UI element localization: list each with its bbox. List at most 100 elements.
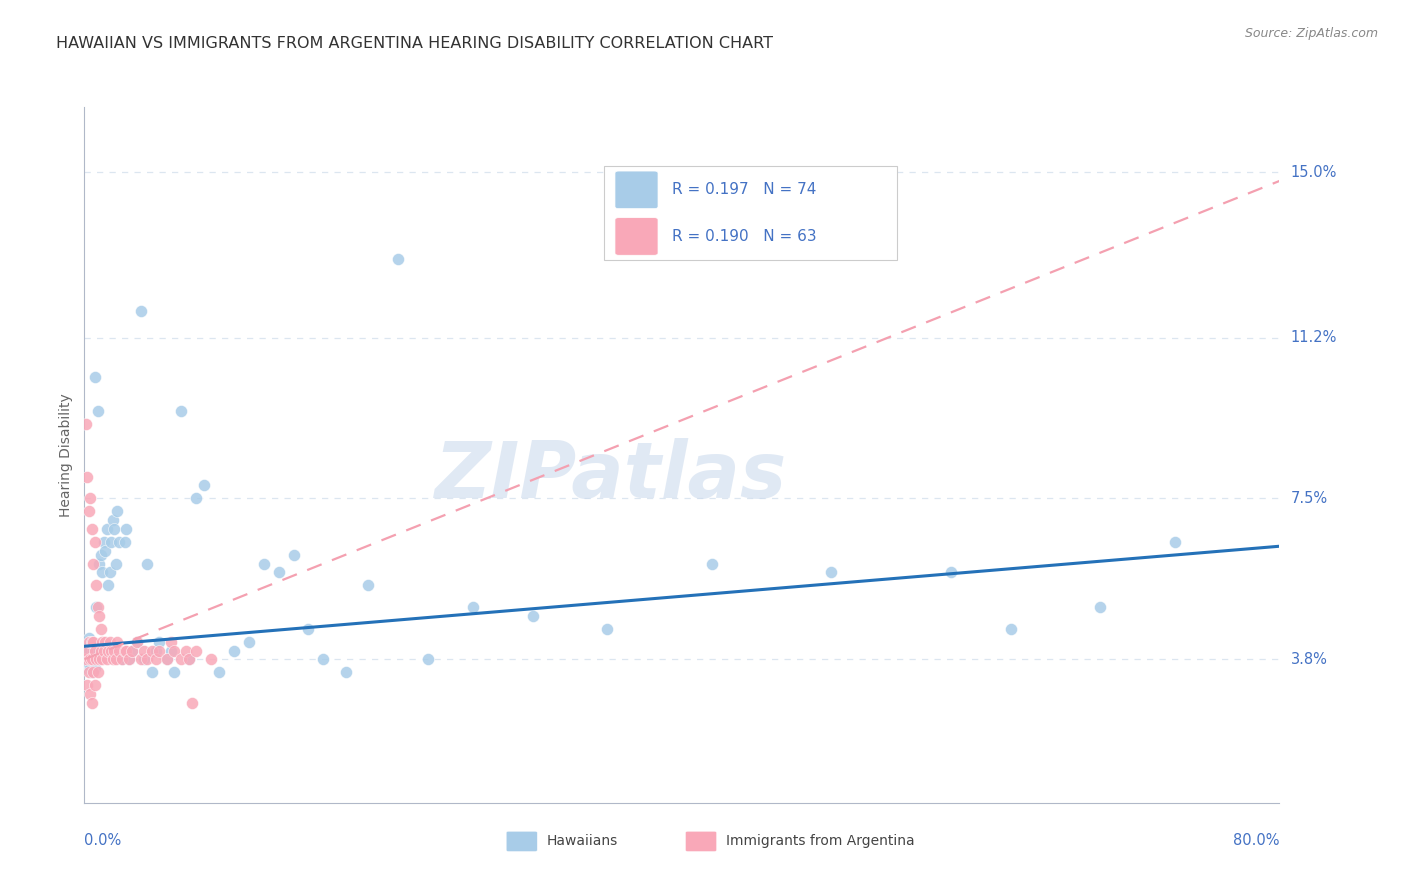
Text: 7.5%: 7.5% (1291, 491, 1327, 506)
Point (283, 548, 305, 562)
Text: 0.0%: 0.0% (84, 833, 121, 848)
Point (96, 522, 118, 536)
Point (114, 534, 136, 549)
Point (91, 566, 114, 580)
Point (177, 652, 200, 666)
Point (174, 643, 197, 657)
Text: Source: ZipAtlas.com: Source: ZipAtlas.com (1244, 27, 1378, 40)
Point (163, 665, 186, 680)
Point (77, 643, 100, 657)
FancyBboxPatch shape (506, 831, 537, 852)
Point (82, 557, 104, 571)
Point (93, 643, 115, 657)
Point (121, 643, 143, 657)
Point (76, 469, 98, 483)
Point (91, 635, 114, 649)
Point (82, 665, 104, 680)
Point (100, 534, 122, 549)
Point (83, 369, 105, 384)
Point (80, 635, 103, 649)
Point (267, 566, 290, 580)
Point (83, 678, 105, 692)
Point (83, 643, 105, 657)
Point (75, 417, 97, 432)
Point (141, 665, 163, 680)
Point (93, 534, 115, 549)
Point (76, 639, 98, 653)
Point (96, 652, 118, 666)
Point (87, 600, 110, 615)
Point (160, 635, 183, 649)
Point (75, 652, 97, 666)
Text: 3.8%: 3.8% (1291, 652, 1327, 667)
Point (129, 304, 152, 318)
Point (77, 504, 100, 518)
Point (75, 643, 97, 657)
Point (145, 643, 167, 657)
Point (136, 652, 159, 666)
Point (82, 643, 104, 657)
Point (115, 643, 138, 657)
Point (101, 652, 124, 666)
Point (121, 643, 143, 657)
Point (89, 608, 111, 623)
Point (77, 657, 100, 671)
Point (79, 652, 101, 666)
Point (98, 635, 121, 649)
Text: Hawaiians: Hawaiians (547, 834, 619, 848)
Point (177, 652, 200, 666)
Point (94, 635, 117, 649)
Point (222, 643, 245, 657)
Point (387, 252, 409, 267)
Point (148, 635, 170, 649)
Point (238, 635, 260, 649)
Text: HAWAIIAN VS IMMIGRANTS FROM ARGENTINA HEARING DISABILITY CORRELATION CHART: HAWAIIAN VS IMMIGRANTS FROM ARGENTINA HE… (56, 36, 773, 51)
Point (155, 652, 177, 666)
Point (76, 643, 98, 657)
Point (83, 534, 105, 549)
Point (79, 661, 101, 675)
Point (1164, 534, 1187, 549)
Point (111, 652, 134, 666)
Point (253, 557, 276, 571)
Point (170, 652, 193, 666)
Point (163, 643, 186, 657)
Point (79, 652, 101, 666)
Point (89, 557, 111, 571)
Point (97, 643, 120, 657)
FancyBboxPatch shape (614, 171, 658, 209)
Point (125, 635, 148, 649)
Point (107, 643, 129, 657)
Point (77, 635, 100, 649)
Point (155, 652, 177, 666)
Point (82, 635, 104, 649)
Point (77, 665, 100, 680)
Point (80, 652, 103, 666)
Point (103, 643, 125, 657)
Point (939, 566, 962, 580)
Point (86, 578, 108, 592)
Text: R = 0.190   N = 63: R = 0.190 N = 63 (672, 229, 817, 244)
Point (80, 639, 103, 653)
Point (125, 635, 148, 649)
Point (160, 643, 183, 657)
Point (114, 643, 136, 657)
Point (111, 652, 134, 666)
Point (335, 665, 357, 680)
Text: R = 0.197   N = 74: R = 0.197 N = 74 (672, 182, 817, 197)
Point (145, 652, 167, 666)
Point (416, 652, 439, 666)
FancyBboxPatch shape (614, 218, 658, 255)
Point (90, 643, 112, 657)
Point (80, 652, 103, 666)
Point (80, 522, 103, 536)
Point (79, 687, 101, 701)
Text: ZIPatlas: ZIPatlas (434, 438, 786, 514)
Text: 11.2%: 11.2% (1291, 330, 1337, 345)
Point (107, 534, 129, 549)
Point (1090, 600, 1112, 615)
Point (86, 600, 108, 615)
Point (148, 643, 170, 657)
Point (118, 652, 141, 666)
Point (186, 491, 208, 506)
